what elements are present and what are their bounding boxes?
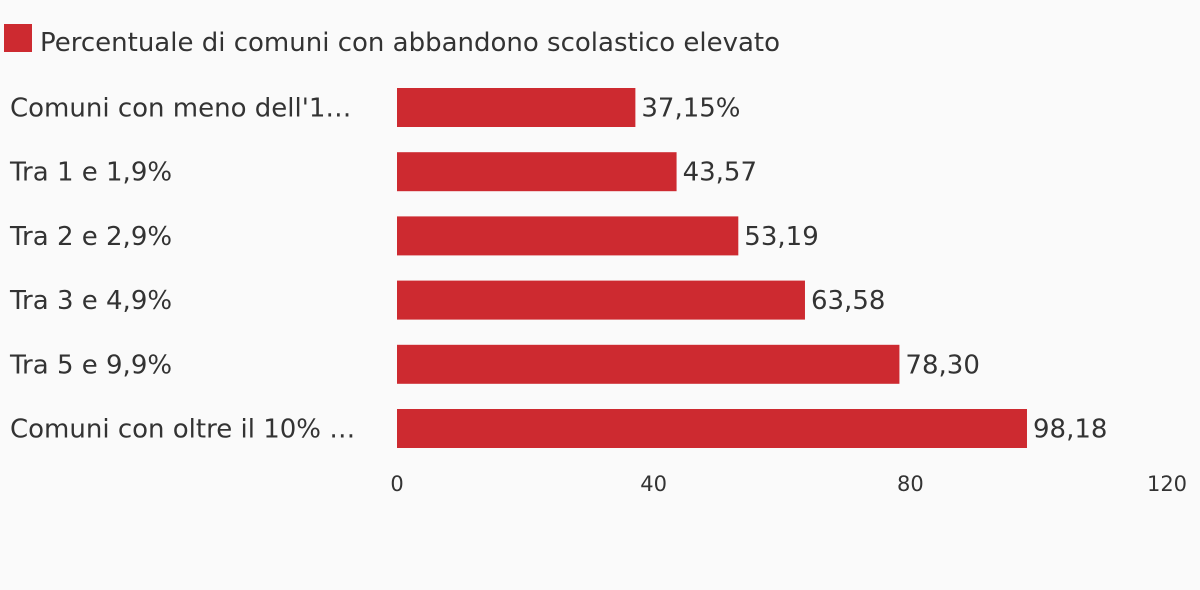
- bar: [397, 280, 805, 320]
- category-label: Comuni con meno dell'1…: [10, 94, 351, 124]
- value-label: 37,15%: [641, 94, 740, 124]
- x-tick-label: 80: [897, 472, 924, 496]
- value-labels: 37,15% 43,57 53,19 63,58 78,30 98,18: [641, 94, 1107, 445]
- category-label: Tra 1 e 1,9%: [9, 158, 172, 188]
- bars: [397, 88, 1027, 448]
- bar: [397, 409, 1027, 448]
- value-label: 43,57: [683, 158, 757, 188]
- value-label: 78,30: [905, 350, 979, 380]
- x-tick-label: 40: [640, 472, 667, 496]
- value-label: 63,58: [811, 286, 885, 316]
- legend: Percentuale di comuni con abbandono scol…: [4, 24, 780, 58]
- x-tick-label: 0: [390, 472, 403, 496]
- category-label: Tra 3 e 4,9%: [9, 286, 172, 316]
- category-labels: Comuni con meno dell'1… Tra 1 e 1,9% Tra 2…: [9, 94, 355, 445]
- bar: [397, 216, 739, 256]
- category-label: Tra 5 e 9,9%: [9, 350, 172, 380]
- value-label: 98,18: [1033, 415, 1107, 445]
- bar: [397, 88, 636, 127]
- legend-swatch: [4, 24, 32, 52]
- bar: [397, 152, 677, 192]
- x-axis-ticks: 0 40 80 120: [390, 472, 1187, 496]
- x-tick-label: 120: [1147, 472, 1187, 496]
- bar: [397, 344, 900, 384]
- value-label: 53,19: [744, 222, 818, 252]
- category-label: Comuni con oltre il 10% …: [10, 415, 355, 445]
- category-label: Tra 2 e 2,9%: [9, 222, 172, 252]
- legend-label: Percentuale di comuni con abbandono scol…: [40, 28, 780, 58]
